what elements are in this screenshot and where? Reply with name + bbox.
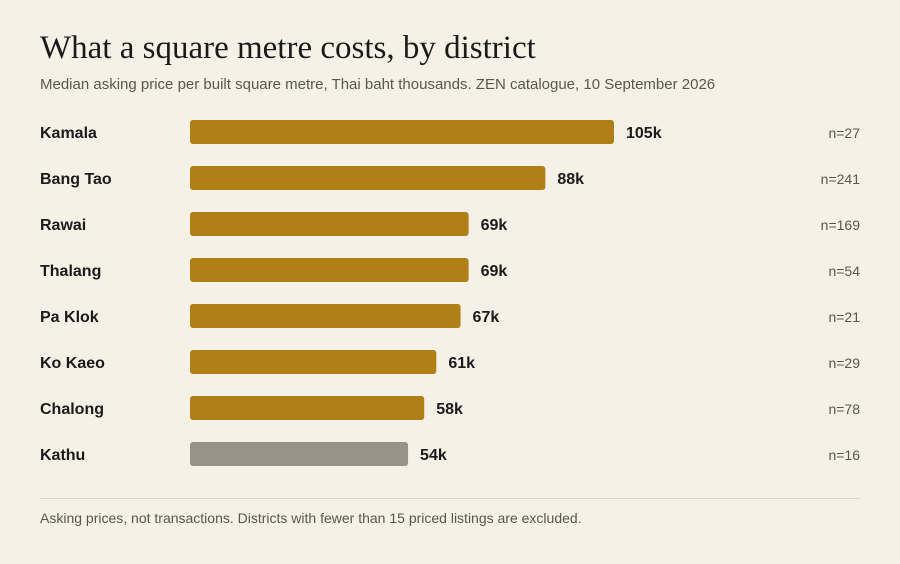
category-label: Bang Tao (40, 171, 112, 188)
count-label: n=29 (828, 355, 860, 371)
bar (190, 258, 469, 282)
value-label: 88k (557, 171, 584, 188)
bar (190, 442, 409, 466)
count-label: n=21 (828, 309, 860, 325)
category-label: Pa Klok (40, 309, 99, 326)
bar (190, 396, 425, 420)
value-label: 58k (436, 401, 463, 418)
bar (190, 304, 461, 328)
chart-subtitle: Median asking price per built square met… (40, 76, 716, 93)
value-label: 67k (473, 309, 500, 326)
count-label: n=241 (821, 171, 861, 187)
count-label: n=54 (828, 263, 860, 279)
bar (190, 166, 546, 190)
category-label: Kamala (40, 125, 97, 142)
category-label: Rawai (40, 217, 86, 234)
category-label: Thalang (40, 263, 101, 280)
count-label: n=169 (821, 217, 861, 233)
bar (190, 120, 614, 144)
bar (190, 350, 437, 374)
count-label: n=78 (828, 401, 860, 417)
count-label: n=16 (828, 447, 860, 463)
bar (190, 212, 469, 236)
chart-footnote: Asking prices, not transactions. Distric… (40, 510, 582, 526)
value-label: 105k (626, 125, 662, 142)
value-label: 61k (448, 355, 475, 372)
value-label: 54k (420, 447, 447, 464)
footer-divider (40, 498, 860, 499)
count-label: n=27 (828, 125, 860, 141)
chart-title: What a square metre costs, by district (40, 30, 536, 66)
category-label: Kathu (40, 447, 85, 464)
category-label: Chalong (40, 401, 104, 418)
value-label: 69k (481, 217, 508, 234)
value-label: 69k (481, 263, 508, 280)
category-label: Ko Kaeo (40, 355, 105, 372)
